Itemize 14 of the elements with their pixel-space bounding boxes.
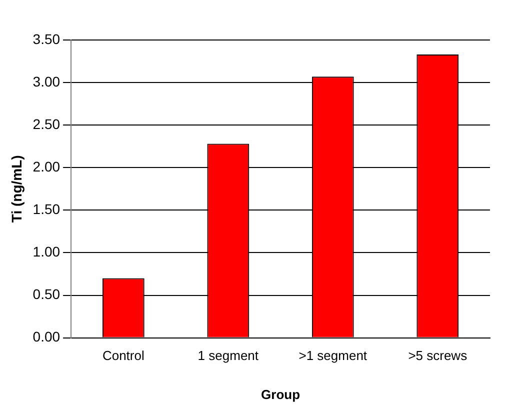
y-tick-label: 3.50 [32, 30, 60, 47]
y-tick-label: 0.50 [32, 286, 60, 302]
y-tick-label: 1.00 [32, 244, 60, 260]
x-tick-label: >5 screws [408, 348, 468, 364]
x-tick-label: >1 segment [298, 348, 368, 364]
y-tick-label: 0.00 [32, 328, 60, 345]
y-tick-label: 2.50 [32, 116, 60, 132]
y-tick-label: 3.00 [32, 73, 60, 90]
y-axis-title: Ti (ng/mL) [8, 155, 24, 223]
x-tick-label: 1 segment [198, 348, 259, 364]
x-tick-label: Control [102, 348, 144, 364]
x-axis-title: Group [261, 386, 300, 402]
y-tick-label: 2.00 [32, 158, 60, 174]
y-tick-label: 1.50 [32, 201, 60, 218]
